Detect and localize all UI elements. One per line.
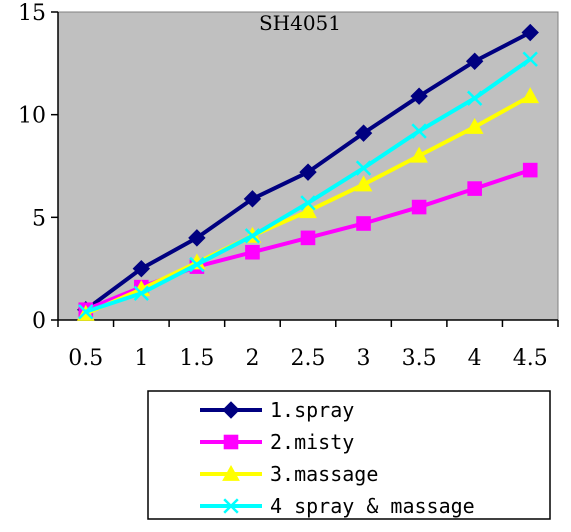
data-point (300, 230, 316, 246)
data-point (411, 199, 427, 215)
legend-item: 3.massage (200, 462, 378, 486)
legend-label: 4 spray & massage (270, 494, 475, 518)
data-point (299, 163, 317, 181)
data-point (133, 285, 150, 301)
x-tick-label: 1 (134, 346, 148, 371)
data-point (522, 162, 538, 178)
data-point (522, 51, 538, 67)
data-point (466, 90, 483, 106)
series-layer (76, 23, 540, 321)
x-tick-label: 4 (468, 346, 482, 371)
x-tick-label: 0.5 (68, 346, 103, 371)
data-point (410, 146, 428, 163)
data-point (132, 259, 151, 278)
x-tick-label: 1.5 (179, 346, 214, 371)
legend-marker (222, 464, 240, 481)
legend-marker (222, 401, 240, 419)
x-tick-label: 2 (245, 346, 259, 371)
data-point (465, 117, 484, 134)
y-tick-label: 15 (18, 1, 46, 26)
x-tick-label: 2.5 (291, 346, 326, 371)
y-tick-label: 5 (32, 206, 46, 231)
data-point (300, 195, 316, 211)
series-4 (78, 51, 538, 320)
legend-label: 3.massage (270, 462, 378, 486)
data-point (356, 216, 371, 231)
legend-box (147, 390, 551, 520)
data-point (244, 228, 261, 244)
legend-item: 4 spray & massage (200, 494, 475, 518)
data-point (467, 181, 482, 196)
legend-label: 1.spray (270, 398, 354, 422)
data-point (188, 229, 206, 247)
y-tick-label: 0 (32, 309, 46, 334)
x-tick-label: 3 (357, 346, 371, 371)
legend-label: 2.misty (270, 430, 354, 454)
data-point (299, 202, 317, 219)
x-tick-label: 4.5 (513, 346, 548, 371)
legend-item: 2.misty (200, 430, 354, 454)
legend-marker (223, 434, 239, 450)
y-tick-label: 10 (18, 104, 46, 129)
legend-marker (223, 498, 239, 514)
legend-item: 1.spray (200, 398, 354, 422)
data-point (410, 87, 428, 105)
data-point (354, 175, 373, 192)
data-point (521, 23, 539, 42)
x-axis: 0.5 1 1.5 2 2.5 3 3.5 4 4.5 (57, 319, 559, 371)
x-tick-label: 3.5 (402, 346, 437, 371)
legend: 1.spray 2.misty 3.massage 4 spray & massage (147, 390, 551, 520)
y-axis: 0 5 10 15 (18, 1, 59, 334)
data-point (411, 123, 427, 139)
data-point (189, 256, 205, 273)
data-point (355, 160, 372, 176)
data-point (465, 52, 484, 70)
data-point (78, 304, 94, 320)
chart-title: SH4051 (259, 11, 341, 35)
data-point (243, 190, 262, 208)
data-point (354, 124, 373, 142)
data-point (245, 244, 260, 260)
data-point (521, 87, 540, 104)
